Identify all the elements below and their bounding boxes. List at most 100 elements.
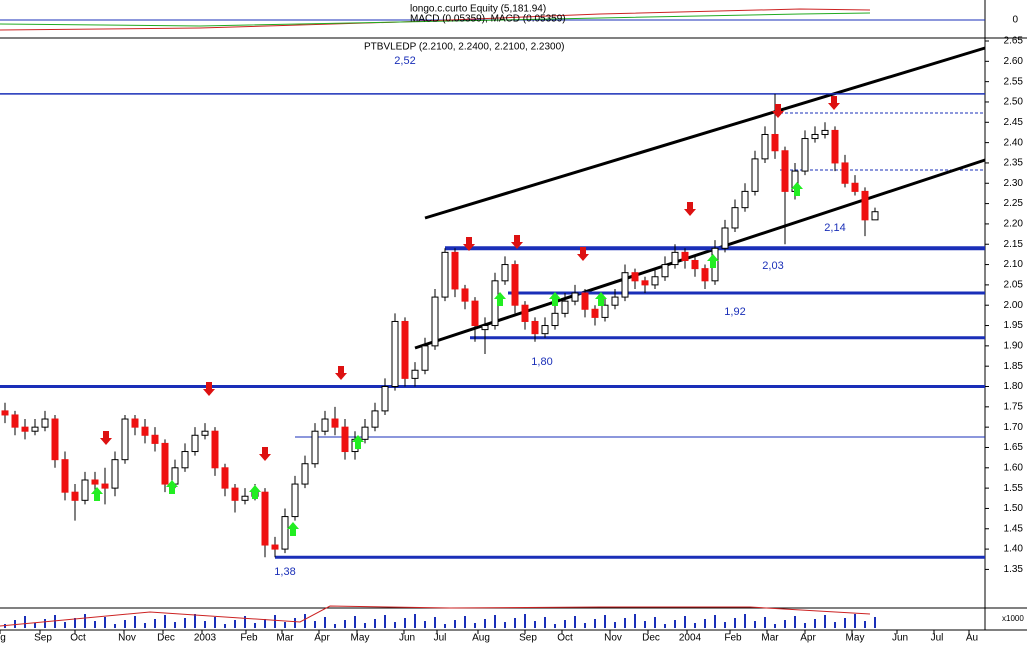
x-tick-label: Sep — [34, 633, 52, 644]
candle-body — [151, 434, 159, 444]
candle-body — [621, 272, 629, 298]
candle-body — [231, 487, 239, 501]
candle-body — [191, 434, 199, 453]
sell-arrow — [577, 247, 589, 261]
y-tick-label: 2.45 — [1004, 117, 1024, 128]
buy-arrow — [249, 485, 261, 499]
candle-body — [681, 251, 689, 261]
candle-body — [21, 426, 29, 432]
candle-body — [31, 426, 39, 432]
candle-body — [591, 308, 599, 318]
buy-arrow — [91, 487, 103, 501]
sell-arrow — [100, 431, 112, 445]
candle-body — [11, 414, 19, 428]
candle-body — [381, 386, 389, 412]
y-tick-label: 1.95 — [1004, 320, 1024, 331]
buy-arrow — [791, 182, 803, 196]
candle-body — [361, 426, 369, 440]
candle-body — [811, 133, 819, 140]
candle-body — [701, 268, 709, 282]
candle-body — [111, 459, 119, 489]
y-tick-label: 2.00 — [1004, 300, 1024, 311]
y-tick-label: 2.30 — [1004, 178, 1024, 189]
x-tick-label: Apr — [800, 633, 816, 644]
candle-body — [371, 410, 379, 428]
volume-average — [0, 605, 871, 627]
candle-body — [91, 479, 99, 485]
candle-body — [741, 190, 749, 209]
x-tick-label: May — [846, 633, 865, 644]
y-tick-label: 1.50 — [1004, 503, 1024, 514]
sell-arrow — [203, 382, 215, 396]
y-tick-label: 2.55 — [1004, 76, 1024, 87]
candle-body — [261, 491, 269, 546]
y-tick-label: 1.45 — [1004, 523, 1024, 534]
y-tick-label: 2.60 — [1004, 56, 1024, 67]
x-tick-label: Jul — [434, 633, 447, 644]
candle-body — [551, 312, 559, 327]
candle-body — [751, 158, 759, 192]
candle-body — [441, 251, 449, 298]
y-tick-label: 1.75 — [1004, 401, 1024, 412]
candle-body — [871, 211, 879, 221]
buy-arrow — [595, 292, 607, 306]
candle-body — [341, 426, 349, 453]
candle-body — [511, 264, 519, 306]
channel-lower — [414, 158, 986, 350]
candle-body — [291, 483, 299, 518]
candle-body — [801, 138, 809, 172]
x-tick-label: Dec — [157, 633, 175, 644]
candle-body — [661, 264, 669, 278]
candle-body — [331, 418, 339, 428]
candle-body — [831, 129, 839, 164]
x-tick-label: Oct — [557, 633, 573, 644]
x-tick-label: May — [351, 633, 370, 644]
buy-arrow — [707, 254, 719, 268]
x-tick-label: Jul — [931, 633, 944, 644]
buy-arrow — [494, 292, 506, 306]
candle-body — [121, 418, 129, 461]
candle-body — [131, 418, 139, 428]
buy-arrow — [287, 522, 299, 536]
candle-body — [61, 459, 69, 493]
candle-body — [221, 467, 229, 489]
candle-body — [861, 190, 869, 221]
volume-unit: x1000 — [1002, 614, 1024, 623]
candle-body — [771, 133, 779, 152]
level-label: 2,14 — [824, 222, 845, 234]
y-tick-label: 2.50 — [1004, 97, 1024, 108]
y-tick-label: 2.35 — [1004, 158, 1024, 169]
candle-body — [821, 129, 829, 135]
equity-line — [0, 8, 871, 31]
level-label: 1,92 — [724, 306, 745, 318]
x-tick-label: g — [0, 633, 6, 644]
x-tick-label: Sep — [519, 633, 537, 644]
level-label: 1,38 — [274, 566, 295, 578]
candle-body — [271, 544, 279, 550]
x-tick-label: Aug — [472, 633, 490, 644]
candle-body — [211, 430, 219, 469]
candle-body — [51, 418, 59, 461]
candle-body — [671, 251, 679, 266]
sell-arrow — [511, 235, 523, 249]
candle-body — [631, 272, 639, 282]
x-tick-label: Feb — [724, 633, 742, 644]
y-tick-label: 1.65 — [1004, 442, 1024, 453]
candle-body — [641, 280, 649, 286]
x-tick-label: Feb — [240, 633, 258, 644]
candle-body — [501, 264, 509, 282]
y-tick-label: 2.10 — [1004, 259, 1024, 270]
y-tick-label: 1.90 — [1004, 340, 1024, 351]
candle-body — [141, 426, 149, 436]
candle-body — [581, 292, 589, 310]
candle-body — [471, 300, 479, 327]
sell-arrow — [259, 447, 271, 461]
y-tick-label: 1.40 — [1004, 544, 1024, 555]
y-tick-label: 1.35 — [1004, 564, 1024, 575]
candle-body — [461, 288, 469, 302]
candle-body — [1, 410, 9, 416]
candle-body — [241, 495, 249, 501]
x-tick-label: Oct — [70, 633, 86, 644]
